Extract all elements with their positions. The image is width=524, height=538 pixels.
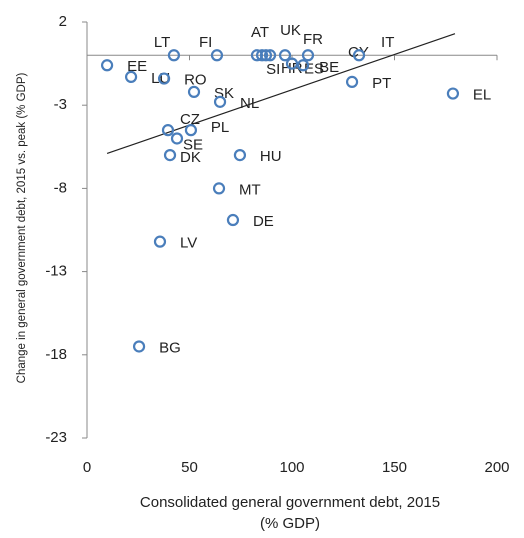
y-axis-title: Change in general government debt, 2015 …	[16, 72, 28, 383]
point	[296, 59, 310, 72]
point-label: EL	[473, 87, 491, 104]
y-tick-label: -3	[54, 96, 67, 113]
point	[213, 95, 227, 108]
point	[263, 49, 277, 62]
point	[124, 70, 138, 84]
point	[233, 149, 247, 162]
x-tick-label: 150	[382, 459, 407, 476]
y-tick-label: -23	[45, 429, 67, 446]
point	[345, 75, 359, 89]
point-label: BG	[159, 339, 181, 356]
point-label: SE	[183, 136, 203, 153]
y-tick-label: -13	[45, 263, 67, 280]
point-label: AT	[251, 24, 269, 41]
point	[212, 182, 226, 195]
point	[210, 49, 224, 62]
x-tick-label: 200	[484, 459, 509, 476]
x-axis-title: (% GDP)	[260, 515, 320, 532]
point-label: BE	[319, 59, 339, 76]
point	[255, 49, 269, 62]
point	[278, 49, 292, 62]
point	[259, 49, 273, 62]
x-axis-title: Consolidated general government debt, 20…	[140, 494, 440, 511]
point-label: DK	[180, 149, 201, 166]
point-label: HU	[260, 148, 282, 165]
y-tick-label: 2	[59, 13, 67, 30]
point	[187, 85, 201, 98]
x-tick-label: 50	[181, 459, 198, 476]
point-label: SI	[266, 61, 280, 78]
point	[161, 124, 175, 137]
point	[100, 59, 114, 72]
point	[226, 213, 240, 227]
point-label: FR	[303, 31, 323, 48]
point-label: LV	[180, 235, 197, 252]
point	[157, 72, 171, 85]
point-label: MT	[239, 181, 261, 198]
point-label: CZ	[180, 111, 200, 128]
y-tick-label: -8	[54, 179, 67, 196]
point-label: NL	[240, 95, 259, 112]
point-label: CY	[348, 44, 369, 61]
point-label: PL	[211, 119, 229, 136]
point	[184, 124, 198, 137]
point-label: RO	[184, 72, 207, 89]
point-label: FI	[199, 34, 212, 51]
point-label: UK	[280, 22, 301, 39]
x-tick-label: 100	[279, 459, 304, 476]
point	[446, 87, 460, 100]
y-tick-label: -18	[45, 346, 67, 363]
point	[163, 149, 177, 162]
point	[132, 340, 146, 353]
point-label: DE	[253, 213, 274, 230]
point	[170, 132, 184, 145]
point-label: LT	[154, 34, 170, 51]
point	[285, 57, 299, 70]
point-label: PT	[372, 75, 391, 92]
x-tick-label: 0	[83, 459, 91, 476]
point-label: IT	[381, 34, 394, 51]
point-label: LU	[151, 70, 170, 87]
point	[352, 49, 366, 62]
point	[153, 235, 167, 248]
point	[167, 49, 181, 62]
point	[301, 49, 315, 62]
